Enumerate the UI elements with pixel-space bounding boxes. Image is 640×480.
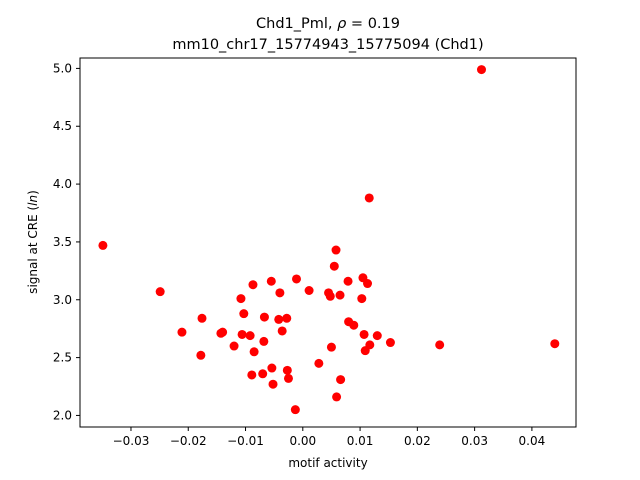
data-point-45 [359, 329, 369, 339]
data-point-35 [329, 261, 339, 271]
data-point-9 [236, 294, 246, 304]
data-point-34 [326, 342, 336, 352]
y-tick-label: 2.5 [53, 351, 72, 365]
data-point-8 [229, 341, 239, 351]
data-point-4 [196, 350, 206, 360]
data-point-24 [277, 326, 287, 336]
y-tick-label: 5.0 [53, 61, 72, 75]
data-point-5 [197, 313, 207, 323]
data-point-21 [268, 379, 278, 389]
data-point-16 [258, 369, 268, 379]
data-point-38 [335, 290, 345, 300]
data-point-23 [275, 288, 285, 298]
data-point-10 [237, 329, 247, 339]
data-point-13 [247, 370, 257, 380]
data-point-29 [292, 274, 301, 284]
data-point-20 [267, 363, 277, 373]
data-point-3 [177, 327, 187, 337]
data-point-28 [290, 405, 300, 415]
data-point-14 [248, 280, 258, 290]
data-point-48 [364, 193, 374, 203]
plot-frame [79, 57, 577, 428]
data-point-30 [304, 286, 314, 295]
data-point-39 [336, 375, 346, 385]
x-tick-label: 0.02 [404, 434, 431, 448]
data-point-1 [98, 240, 108, 250]
x-tick-label: 0.00 [289, 434, 316, 448]
data-point-50 [372, 331, 382, 341]
data-point-49 [365, 340, 375, 350]
x-tick-label: −0.02 [170, 434, 207, 448]
data-point-2 [155, 287, 165, 297]
chart-title-line2: mm10_chr17_15774943_15775094 (Chd1) [172, 37, 483, 53]
data-point-40 [343, 276, 353, 286]
x-axis-label: motif activity [288, 456, 367, 470]
y-axis-ticks: 2.0 2.5 3.0 3.5 4.0 4.5 5.0 [53, 61, 80, 422]
data-point-26 [282, 365, 292, 375]
data-point-19 [266, 276, 276, 286]
data-point-42 [349, 320, 359, 330]
data-point-52 [435, 340, 445, 350]
data-point-54 [550, 339, 560, 349]
data-point-43 [357, 294, 367, 304]
data-point-53 [477, 65, 486, 75]
y-tick-label: 3.5 [53, 235, 72, 249]
data-point-25 [282, 313, 292, 323]
x-tick-label: 0.01 [347, 434, 374, 448]
data-point-37 [332, 392, 342, 402]
x-tick-label: 0.04 [519, 434, 546, 448]
chart-title-line1: Chd1_Pml, ρ = 0.19 [256, 16, 400, 32]
y-tick-label: 4.0 [53, 177, 72, 191]
x-axis-ticks: −0.03 −0.02 −0.01 0.00 0.01 0.02 0.03 0.04 [113, 427, 546, 448]
y-tick-label: 3.0 [53, 293, 72, 307]
y-tick-label: 4.5 [53, 119, 72, 133]
data-point-31 [314, 358, 324, 368]
x-tick-label: −0.03 [113, 434, 150, 448]
data-point-18 [259, 312, 269, 322]
x-tick-label: −0.01 [227, 434, 264, 448]
data-point-11 [239, 309, 249, 319]
x-tick-label: 0.03 [461, 434, 488, 448]
data-point-47 [363, 279, 373, 289]
data-point-12 [245, 331, 255, 341]
data-point-27 [283, 373, 293, 383]
data-point-22 [274, 314, 284, 324]
data-point-33 [325, 291, 335, 301]
y-tick-label: 2.0 [53, 408, 72, 422]
y-axis-label: signal at CRE (ln) [26, 190, 40, 294]
data-point-7 [218, 327, 228, 337]
data-point-51 [385, 338, 395, 348]
points-layer [98, 65, 560, 415]
data-point-17 [259, 336, 269, 346]
data-point-15 [249, 347, 259, 357]
data-point-36 [331, 245, 341, 255]
